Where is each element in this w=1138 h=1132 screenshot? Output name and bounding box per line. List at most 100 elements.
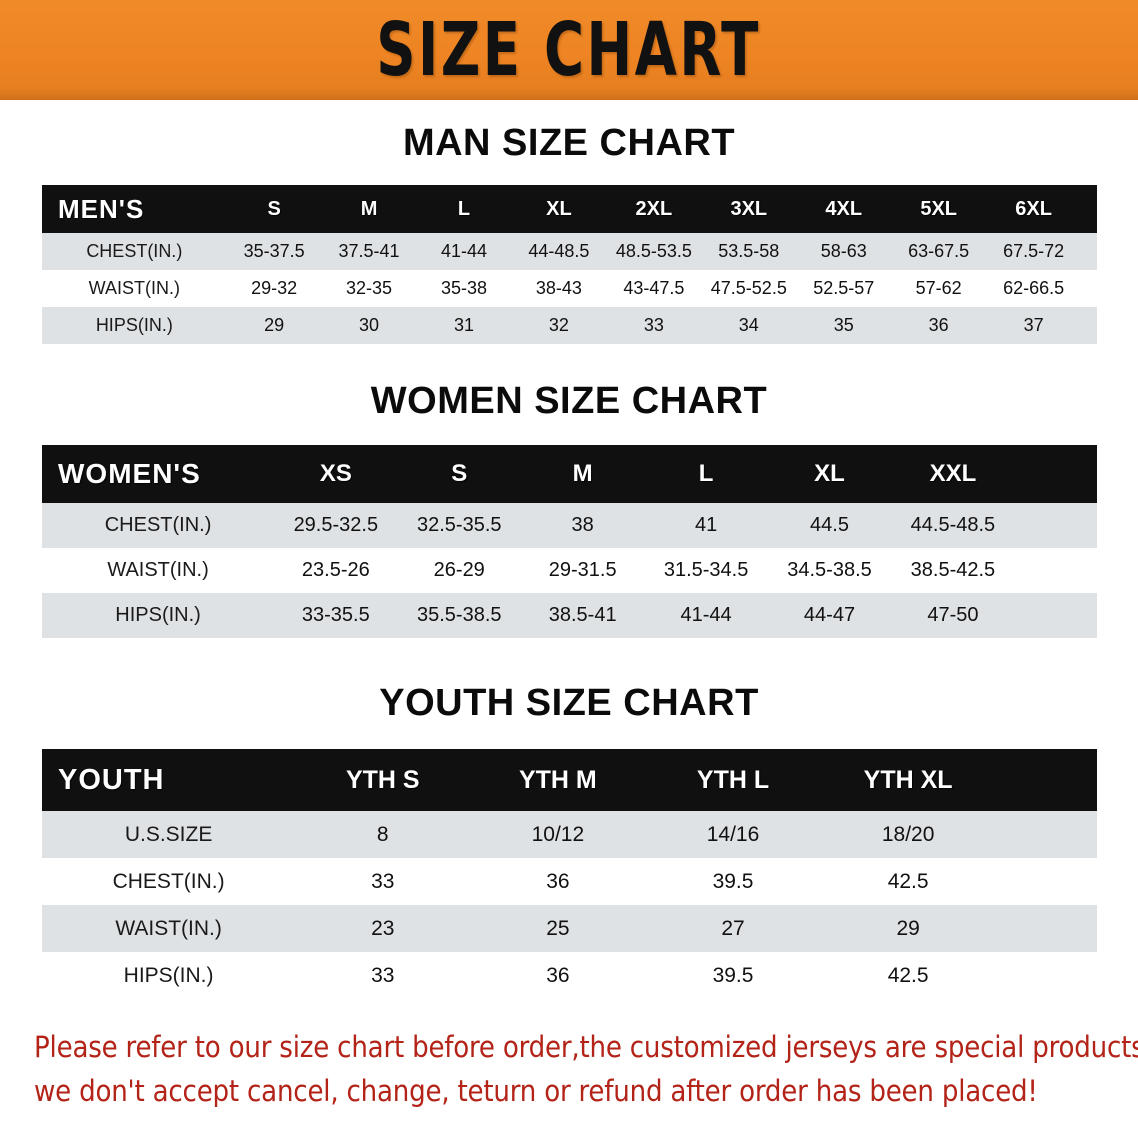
women-column-header: L xyxy=(644,445,768,503)
women-cell: 29.5-32.5 xyxy=(274,503,398,548)
youth-cell-spacer xyxy=(995,952,1097,999)
men-cell: 32 xyxy=(511,307,607,344)
youth-cell: 27 xyxy=(645,905,821,952)
youth-cell-spacer xyxy=(995,858,1097,905)
youth-column-header: YTH XL xyxy=(820,749,996,811)
men-cell-spacer xyxy=(1081,233,1097,270)
youth-cell: 33 xyxy=(295,952,471,999)
women-cell: 31.5-34.5 xyxy=(644,548,768,593)
women-cell: 41 xyxy=(644,503,768,548)
disclaimer-note: Please refer to our size chart before or… xyxy=(34,1025,1138,1113)
men-column-header: XL xyxy=(511,185,607,233)
men-column-header: L xyxy=(416,185,512,233)
men-cell: 30 xyxy=(321,307,417,344)
women-cell: 44.5-48.5 xyxy=(891,503,1015,548)
men-cell: 67.5-72 xyxy=(986,233,1082,270)
men-cell-spacer xyxy=(1081,270,1097,307)
men-table-body: CHEST(IN.) 35-37.5 37.5-41 41-44 44-48.5 48.5… xyxy=(42,233,1097,344)
men-cell: 35-37.5 xyxy=(226,233,322,270)
women-row-label: WAIST(IN.) xyxy=(42,548,275,593)
men-cell: 47.5-52.5 xyxy=(701,270,797,307)
youth-corner-label: YOUTH xyxy=(42,749,296,811)
men-cell: 33 xyxy=(606,307,702,344)
youth-cell: 18/20 xyxy=(820,811,996,858)
disclaimer-line-2: we don't accept cancel, change, teturn o… xyxy=(34,1074,1038,1108)
women-cell-spacer xyxy=(1014,548,1097,593)
youth-table-row: WAIST(IN.) 23 25 27 29 xyxy=(42,905,1097,952)
youth-cell: 23 xyxy=(295,905,471,952)
youth-cell-spacer xyxy=(995,905,1097,952)
women-cell: 26-29 xyxy=(397,548,521,593)
youth-cell: 14/16 xyxy=(645,811,821,858)
men-cell: 57-62 xyxy=(891,270,987,307)
women-chart-wrapper: WOMEN'S XS S M L XL XXL CHEST(IN.) 29.5-32.5 32.… xyxy=(42,445,1097,638)
men-cell: 32-35 xyxy=(321,270,417,307)
men-corner-label: MEN'S xyxy=(42,185,227,233)
men-cell: 62-66.5 xyxy=(986,270,1082,307)
women-column-header: XL xyxy=(767,445,892,503)
men-chart-wrapper: MEN'S S M L XL 2XL 3XL 4XL 5XL 6XL CHEST(IN.) 35-3… xyxy=(42,185,1097,344)
men-column-header: 2XL xyxy=(606,185,702,233)
youth-section-title: YOUTH SIZE CHART xyxy=(379,682,759,724)
youth-size-table: YOUTH YTH S YTH M YTH L YTH XL U.S.SIZE 8 10/1… xyxy=(42,749,1097,999)
women-cell: 35.5-38.5 xyxy=(397,593,521,638)
youth-column-header: YTH L xyxy=(645,749,821,811)
page-banner: SIZE CHART xyxy=(0,0,1138,100)
men-row-label: HIPS(IN.) xyxy=(42,307,227,344)
women-cell: 38.5-42.5 xyxy=(891,548,1015,593)
men-cell: 34 xyxy=(701,307,797,344)
women-table-header: WOMEN'S XS S M L XL XXL xyxy=(42,445,1097,503)
youth-cell: 33 xyxy=(295,858,471,905)
women-size-table: WOMEN'S XS S M L XL XXL CHEST(IN.) 29.5-32.5 32.… xyxy=(42,445,1097,638)
youth-column-header: YTH M xyxy=(470,749,646,811)
women-table-row: WAIST(IN.) 23.5-26 26-29 29-31.5 31.5-34.5 34… xyxy=(42,548,1097,593)
men-cell: 29 xyxy=(226,307,322,344)
men-cell: 44-48.5 xyxy=(511,233,607,270)
women-column-header: XXL xyxy=(891,445,1015,503)
men-cell: 36 xyxy=(891,307,987,344)
women-cell-spacer xyxy=(1014,503,1097,548)
men-cell: 38-43 xyxy=(511,270,607,307)
men-column-header: 4XL xyxy=(796,185,892,233)
women-header-row: WOMEN'S XS S M L XL XXL xyxy=(42,445,1097,503)
disclaimer-line-1: Please refer to our size chart before or… xyxy=(34,1030,1138,1064)
men-cell: 37 xyxy=(986,307,1082,344)
men-header-spacer xyxy=(1081,185,1097,233)
men-size-table: MEN'S S M L XL 2XL 3XL 4XL 5XL 6XL CHEST(IN.) 35-3… xyxy=(42,185,1097,344)
men-cell: 48.5-53.5 xyxy=(606,233,702,270)
youth-cell: 36 xyxy=(470,952,646,999)
men-cell: 35 xyxy=(796,307,892,344)
youth-row-label: WAIST(IN.) xyxy=(42,905,296,952)
youth-cell: 36 xyxy=(470,858,646,905)
men-cell: 37.5-41 xyxy=(321,233,417,270)
youth-row-label: HIPS(IN.) xyxy=(42,952,296,999)
women-cell: 23.5-26 xyxy=(274,548,398,593)
youth-table-row: CHEST(IN.) 33 36 39.5 42.5 xyxy=(42,858,1097,905)
men-cell: 43-47.5 xyxy=(606,270,702,307)
men-table-row: WAIST(IN.) 29-32 32-35 35-38 38-43 43-47.5 47.… xyxy=(42,270,1097,307)
women-cell: 41-44 xyxy=(644,593,768,638)
men-cell: 29-32 xyxy=(226,270,322,307)
youth-cell: 42.5 xyxy=(820,858,996,905)
women-cell-spacer xyxy=(1014,593,1097,638)
youth-cell: 39.5 xyxy=(645,858,821,905)
youth-table-row: U.S.SIZE 8 10/12 14/16 18/20 xyxy=(42,811,1097,858)
youth-table-body: U.S.SIZE 8 10/12 14/16 18/20 CHEST(IN.) 33 36 39… xyxy=(42,811,1097,999)
youth-cell: 29 xyxy=(820,905,996,952)
men-table-header: MEN'S S M L XL 2XL 3XL 4XL 5XL 6XL xyxy=(42,185,1097,233)
men-cell: 31 xyxy=(416,307,512,344)
men-cell: 41-44 xyxy=(416,233,512,270)
youth-header-spacer xyxy=(995,749,1097,811)
youth-cell: 25 xyxy=(470,905,646,952)
page-title: SIZE CHART xyxy=(376,7,762,93)
women-corner-label: WOMEN'S xyxy=(42,445,275,503)
men-column-header: S xyxy=(226,185,322,233)
men-cell: 35-38 xyxy=(416,270,512,307)
women-table-body: CHEST(IN.) 29.5-32.5 32.5-35.5 38 41 44.5 44.5… xyxy=(42,503,1097,638)
men-table-row: CHEST(IN.) 35-37.5 37.5-41 41-44 44-48.5 48.5… xyxy=(42,233,1097,270)
women-column-header: S xyxy=(397,445,521,503)
women-header-spacer xyxy=(1014,445,1097,503)
men-cell-spacer xyxy=(1081,307,1097,344)
men-cell: 52.5-57 xyxy=(796,270,892,307)
women-column-header: M xyxy=(520,445,645,503)
